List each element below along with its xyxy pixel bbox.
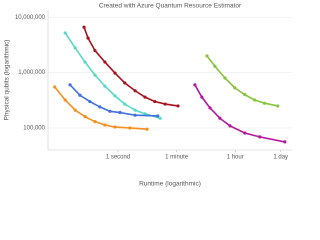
x-axis-title: Runtime (logarithmic): [139, 181, 201, 188]
series-line: [83, 26, 179, 107]
data-point: [213, 64, 217, 68]
data-point: [253, 98, 257, 102]
data-point: [98, 105, 102, 109]
data-point: [276, 104, 280, 108]
data-point: [153, 99, 157, 104]
data-point: [205, 54, 209, 58]
data-point: [158, 116, 162, 120]
data-point: [143, 112, 147, 116]
data-point: [53, 85, 57, 89]
data-point: [218, 116, 222, 120]
data-point: [228, 124, 232, 128]
data-point: [88, 99, 92, 104]
x-tick-label: 1 hour: [227, 155, 244, 161]
data-point: [156, 114, 160, 118]
x-tick-label: 1 minute: [165, 155, 189, 161]
data-point: [283, 140, 287, 144]
chart-title: Created with Azure Quantum Resource Esti…: [99, 3, 242, 10]
data-point: [78, 93, 82, 97]
series: [82, 25, 180, 108]
data-point: [193, 83, 197, 87]
data-point: [145, 127, 149, 131]
data-point: [83, 115, 87, 119]
data-point: [82, 25, 86, 29]
data-point: [262, 101, 267, 105]
data-point: [243, 93, 247, 97]
data-point: [123, 102, 127, 106]
data-point: [133, 89, 137, 93]
data-point: [243, 131, 247, 135]
series: [193, 83, 287, 144]
y-tick-label: 100,000: [23, 126, 45, 132]
data-point: [86, 36, 90, 40]
data-point: [93, 48, 97, 53]
data-point: [93, 120, 97, 124]
x-tick-label: 1 day: [273, 155, 288, 161]
data-point: [223, 76, 227, 80]
data-point: [133, 108, 137, 112]
data-point: [208, 106, 212, 110]
y-tick-label: 10,000,000: [15, 15, 46, 21]
data-point: [113, 71, 117, 75]
series: [68, 83, 160, 118]
data-point: [200, 95, 204, 99]
data-point: [113, 125, 117, 129]
data-point: [108, 109, 112, 113]
x-tick-label: 1 second: [106, 155, 130, 161]
data-point: [73, 108, 77, 112]
series: [205, 54, 280, 108]
data-point: [73, 46, 77, 50]
data-point: [163, 102, 167, 106]
data-point: [63, 98, 67, 102]
y-axis-title: Physical qubits (logarithmic): [4, 40, 11, 121]
data-point: [113, 94, 117, 98]
data-point: [68, 83, 72, 87]
data-point: [176, 104, 180, 108]
data-point: [143, 95, 147, 99]
data-point: [103, 123, 107, 127]
chart: Created with Azure Quantum Resource Esti…: [4, 3, 292, 188]
series: [53, 85, 149, 131]
data-point: [123, 81, 127, 85]
series-line: [64, 32, 161, 119]
data-point: [83, 60, 87, 64]
data-point: [128, 126, 132, 130]
data-point: [233, 86, 237, 90]
series-line: [194, 84, 285, 143]
data-point: [93, 73, 97, 77]
data-point: [258, 135, 262, 139]
series: [63, 31, 162, 120]
data-point: [103, 84, 107, 88]
series-line: [69, 84, 158, 117]
y-tick-label: 1,000,000: [18, 70, 45, 76]
data-point: [103, 60, 107, 64]
series-line: [206, 55, 278, 107]
data-point: [133, 113, 137, 117]
data-point: [118, 110, 122, 115]
data-point: [63, 31, 67, 35]
